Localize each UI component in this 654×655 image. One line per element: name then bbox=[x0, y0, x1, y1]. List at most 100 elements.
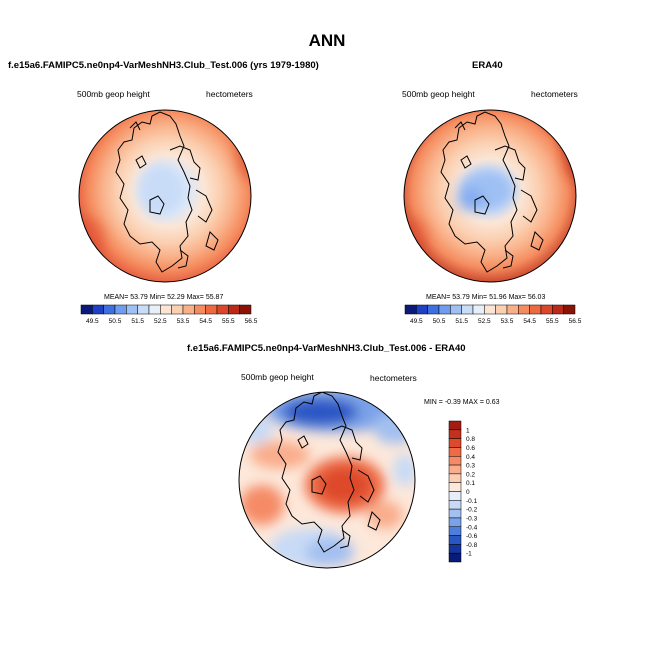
obs-colorbar: 49.5 50.5 51.5 52.5 53.5 54.5 55.5 56.5 bbox=[404, 304, 582, 325]
obs-colorbar-label: 49.5 bbox=[410, 318, 423, 325]
diff-colorbar-swatch bbox=[448, 438, 462, 448]
obs-colorbar-swatch bbox=[416, 304, 428, 315]
model-colorbar-swatch bbox=[194, 304, 206, 315]
diff-polar-map bbox=[238, 391, 416, 569]
diff-colorbar-swatch bbox=[448, 552, 462, 563]
model-colorbar-label: 51.5 bbox=[131, 318, 144, 325]
diff-colorbar-label: 0.4 bbox=[466, 454, 475, 461]
model-colorbar-label: 56.5 bbox=[245, 318, 258, 325]
obs-colorbar-swatch bbox=[404, 304, 417, 315]
model-max-label: Max= bbox=[186, 294, 204, 301]
diff-colorbar-label: -0.8 bbox=[466, 542, 478, 549]
obs-colorbar-swatch bbox=[506, 304, 519, 315]
model-colorbar-label: 53.5 bbox=[177, 318, 190, 325]
obs-max-label: Max= bbox=[508, 294, 526, 301]
obs-mean-value: 53.79 bbox=[452, 294, 470, 301]
model-colorbar-swatch bbox=[92, 304, 104, 315]
diff-colorbar-label: 0.3 bbox=[466, 463, 475, 470]
diff-units-label: hectometers bbox=[370, 373, 417, 383]
model-colorbar-swatch bbox=[148, 304, 161, 315]
model-colorbar-label: 54.5 bbox=[199, 318, 212, 325]
obs-colorbar-label: 51.5 bbox=[455, 318, 468, 325]
diff-colorbar-swatch bbox=[448, 491, 462, 501]
obs-colorbar-label: 54.5 bbox=[523, 318, 536, 325]
diff-min-label: MIN = bbox=[424, 399, 443, 406]
page-title: ANN bbox=[308, 31, 346, 50]
diff-colorbar-swatch bbox=[448, 482, 462, 492]
diff-colorbar-label: 0 bbox=[466, 489, 470, 496]
diff-colorbar-swatch bbox=[448, 517, 462, 527]
diff-colorbar-swatch bbox=[448, 500, 462, 510]
model-colorbar-label: 49.5 bbox=[86, 318, 99, 325]
model-mean-value: 53.79 bbox=[130, 294, 148, 301]
diff-colorbar-label: 1 bbox=[466, 427, 470, 434]
obs-colorbar-swatch bbox=[540, 304, 553, 315]
obs-colorbar-swatch bbox=[495, 304, 508, 315]
diff-colorbar: 1 0.8 0.6 0.4 0.30.2 0.1 0 -0.1 -0.2-0.3 -0.4 -0.6… bbox=[448, 420, 478, 563]
diff-colorbar-swatch bbox=[448, 447, 462, 457]
obs-polar-map bbox=[403, 109, 577, 283]
diff-colorbar-label: 0.2 bbox=[466, 471, 475, 478]
obs-colorbar-swatch bbox=[461, 304, 474, 315]
diff-colorbar-swatch bbox=[448, 544, 462, 554]
model-colorbar-label: 52.5 bbox=[154, 318, 167, 325]
obs-colorbar-swatch bbox=[450, 304, 462, 315]
model-colorbar-swatch bbox=[103, 304, 116, 315]
diff-colorbar-label: -0.4 bbox=[466, 524, 478, 531]
model-colorbar-swatch bbox=[228, 304, 240, 315]
obs-panel-title: ERA40 bbox=[472, 60, 503, 71]
diff-stats: MIN = -0.39 MAX = 0.63 bbox=[424, 399, 500, 406]
diff-colorbar-swatch bbox=[448, 464, 462, 475]
model-colorbar-swatch bbox=[239, 304, 252, 315]
diff-colorbar-label: -0.1 bbox=[466, 498, 478, 505]
model-max-value: 55.87 bbox=[205, 294, 224, 301]
obs-colorbar-label: 53.5 bbox=[501, 318, 514, 325]
diff-colorbar-label: 0.1 bbox=[466, 480, 475, 487]
obs-colorbar-swatch bbox=[472, 304, 485, 315]
model-colorbar-swatch bbox=[160, 304, 172, 315]
obs-colorbar-label: 52.5 bbox=[478, 318, 491, 325]
model-coastlines bbox=[115, 111, 219, 273]
model-colorbar-swatch bbox=[126, 304, 138, 315]
model-colorbar-swatch bbox=[80, 304, 93, 315]
model-colorbar: 49.5 50.5 51.5 52.5 53.5 54.5 55.5 56.5 bbox=[80, 304, 258, 325]
obs-colorbar-label: 50.5 bbox=[433, 318, 446, 325]
diff-colorbar-label: -0.6 bbox=[466, 533, 478, 540]
obs-min-label: Min= bbox=[471, 294, 488, 301]
obs-min-value: 51.96 bbox=[489, 294, 507, 301]
diff-colorbar-label: -0.3 bbox=[466, 515, 478, 522]
model-colorbar-swatch bbox=[137, 304, 150, 315]
diff-colorbar-swatch bbox=[448, 456, 462, 466]
obs-colorbar-label: 55.5 bbox=[546, 318, 559, 325]
model-colorbar-swatch bbox=[182, 304, 195, 315]
obs-stats: MEAN= 53.79 Min= 51.96 Max= 56.03 bbox=[426, 294, 545, 301]
obs-colorbar-swatch bbox=[427, 304, 440, 315]
diff-colorbar-swatch bbox=[448, 429, 462, 439]
diff-coastlines bbox=[277, 392, 381, 553]
diff-variable-label: 500mb geop height bbox=[241, 372, 314, 382]
diff-min-value: -0.39 bbox=[444, 399, 461, 406]
diff-colorbar-label: 0.8 bbox=[466, 436, 475, 443]
obs-max-value: 56.03 bbox=[527, 294, 546, 301]
obs-units-label: hectometers bbox=[531, 89, 578, 99]
obs-colorbar-swatch bbox=[563, 304, 576, 315]
diff-colorbar-swatch bbox=[448, 473, 462, 483]
diff-colorbar-swatch bbox=[448, 420, 462, 431]
model-polar-map bbox=[78, 109, 252, 283]
model-colorbar-label: 55.5 bbox=[222, 318, 235, 325]
diff-colorbar-label: 0.6 bbox=[466, 445, 475, 452]
obs-mean-label: MEAN= bbox=[426, 294, 451, 301]
model-colorbar-label: 50.5 bbox=[109, 318, 122, 325]
model-mean-label: MEAN= bbox=[104, 294, 129, 301]
obs-colorbar-swatch bbox=[484, 304, 496, 315]
diff-colorbar-label: -1 bbox=[466, 551, 472, 558]
diff-colorbar-label: -0.2 bbox=[466, 507, 478, 514]
diff-colorbar-swatch bbox=[448, 535, 462, 545]
obs-colorbar-label: 56.5 bbox=[569, 318, 582, 325]
model-variable-label: 500mb geop height bbox=[77, 89, 150, 99]
model-units-label: hectometers bbox=[206, 89, 253, 99]
obs-colorbar-swatch bbox=[518, 304, 530, 315]
model-colorbar-swatch bbox=[205, 304, 218, 315]
model-stats: MEAN= 53.79 Min= 52.29 Max= 55.87 bbox=[104, 294, 223, 301]
